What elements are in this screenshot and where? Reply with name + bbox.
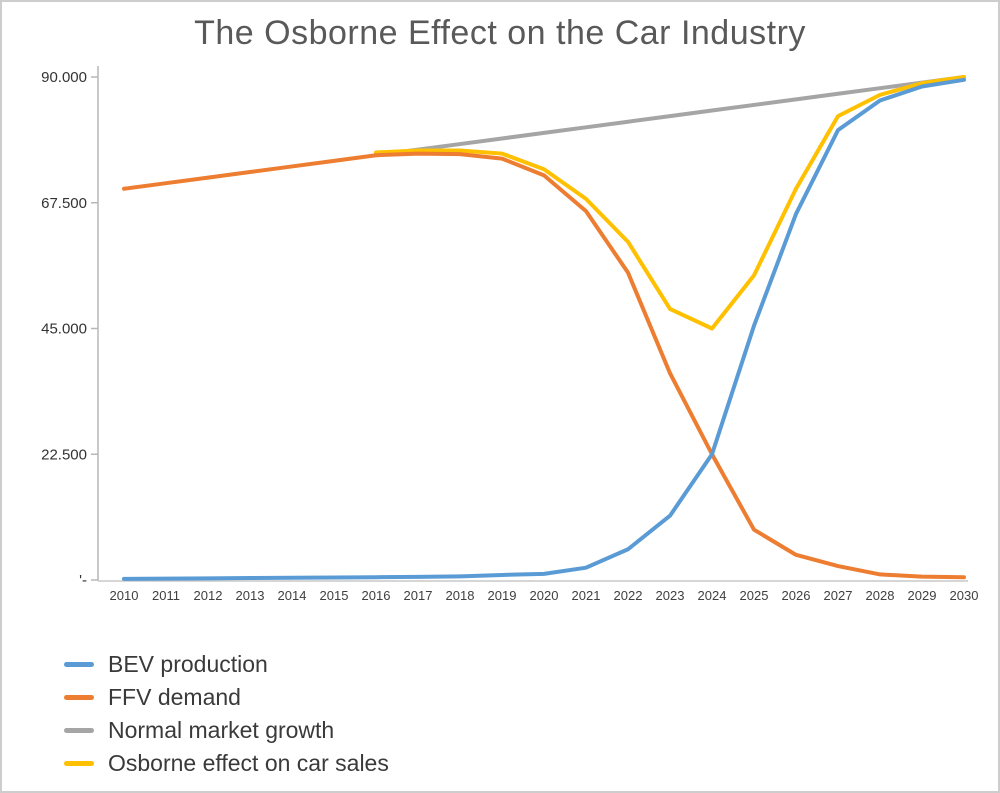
x-tick-label: 2015 — [320, 588, 349, 603]
x-tick-label: 2021 — [572, 588, 601, 603]
x-tick-label: 2024 — [698, 588, 727, 603]
x-tick-label: 2026 — [782, 588, 811, 603]
x-tick-label: 2023 — [656, 588, 685, 603]
x-tick-label: 2010 — [110, 588, 139, 603]
legend-swatch-normal-market-growth — [64, 728, 94, 733]
y-tick-label: 45.000 — [41, 321, 87, 338]
y-tick-label: '- — [79, 572, 87, 589]
legend-swatch-bev-production — [64, 662, 94, 667]
legend-item-normal-market-growth: Normal market growth — [64, 714, 389, 747]
legend-item-osborne-effect: Osborne effect on car sales — [64, 747, 389, 780]
x-tick-label: 2012 — [194, 588, 223, 603]
x-tick-label: 2013 — [236, 588, 265, 603]
x-tick-label: 2022 — [614, 588, 643, 603]
legend-label: Osborne effect on car sales — [108, 750, 389, 776]
legend-label: FFV demand — [108, 684, 241, 710]
series-line-normal-market-growth — [374, 75, 966, 158]
x-tick-label: 2014 — [278, 588, 307, 603]
legend-label: BEV production — [108, 651, 268, 677]
legend-label: Normal market growth — [108, 717, 335, 743]
y-tick-label: 90.000 — [41, 69, 87, 86]
legend-item-bev-production: BEV production — [64, 648, 389, 681]
chart-legend: BEV production FFV demand Normal market … — [64, 648, 389, 780]
x-tick-label: 2011 — [152, 588, 180, 603]
series-line-osborne-effect-on-car-sales — [374, 75, 966, 331]
y-tick-label: 67.500 — [41, 195, 87, 212]
chart-title: The Osborne Effect on the Car Industry — [194, 14, 806, 52]
x-tick-label: 2028 — [866, 588, 895, 603]
x-tick-label: 2016 — [362, 588, 391, 603]
x-tick-label: 2019 — [488, 588, 517, 603]
series-line-bev-production — [122, 77, 966, 581]
x-tick-label: 2017 — [404, 588, 433, 603]
x-tick-label: 2030 — [950, 588, 979, 603]
x-tick-label: 2025 — [740, 588, 769, 603]
x-tick-label: 2027 — [824, 588, 853, 603]
x-tick-label: 2020 — [530, 588, 559, 603]
legend-item-ffv-demand: FFV demand — [64, 681, 389, 714]
legend-swatch-ffv-demand — [64, 695, 94, 700]
x-tick-label: 2018 — [446, 588, 475, 603]
x-tick-label: 2029 — [908, 588, 937, 603]
y-tick-label: 22.500 — [41, 446, 87, 463]
series-line-ffv-demand — [122, 151, 966, 580]
legend-swatch-osborne-effect — [64, 761, 94, 766]
